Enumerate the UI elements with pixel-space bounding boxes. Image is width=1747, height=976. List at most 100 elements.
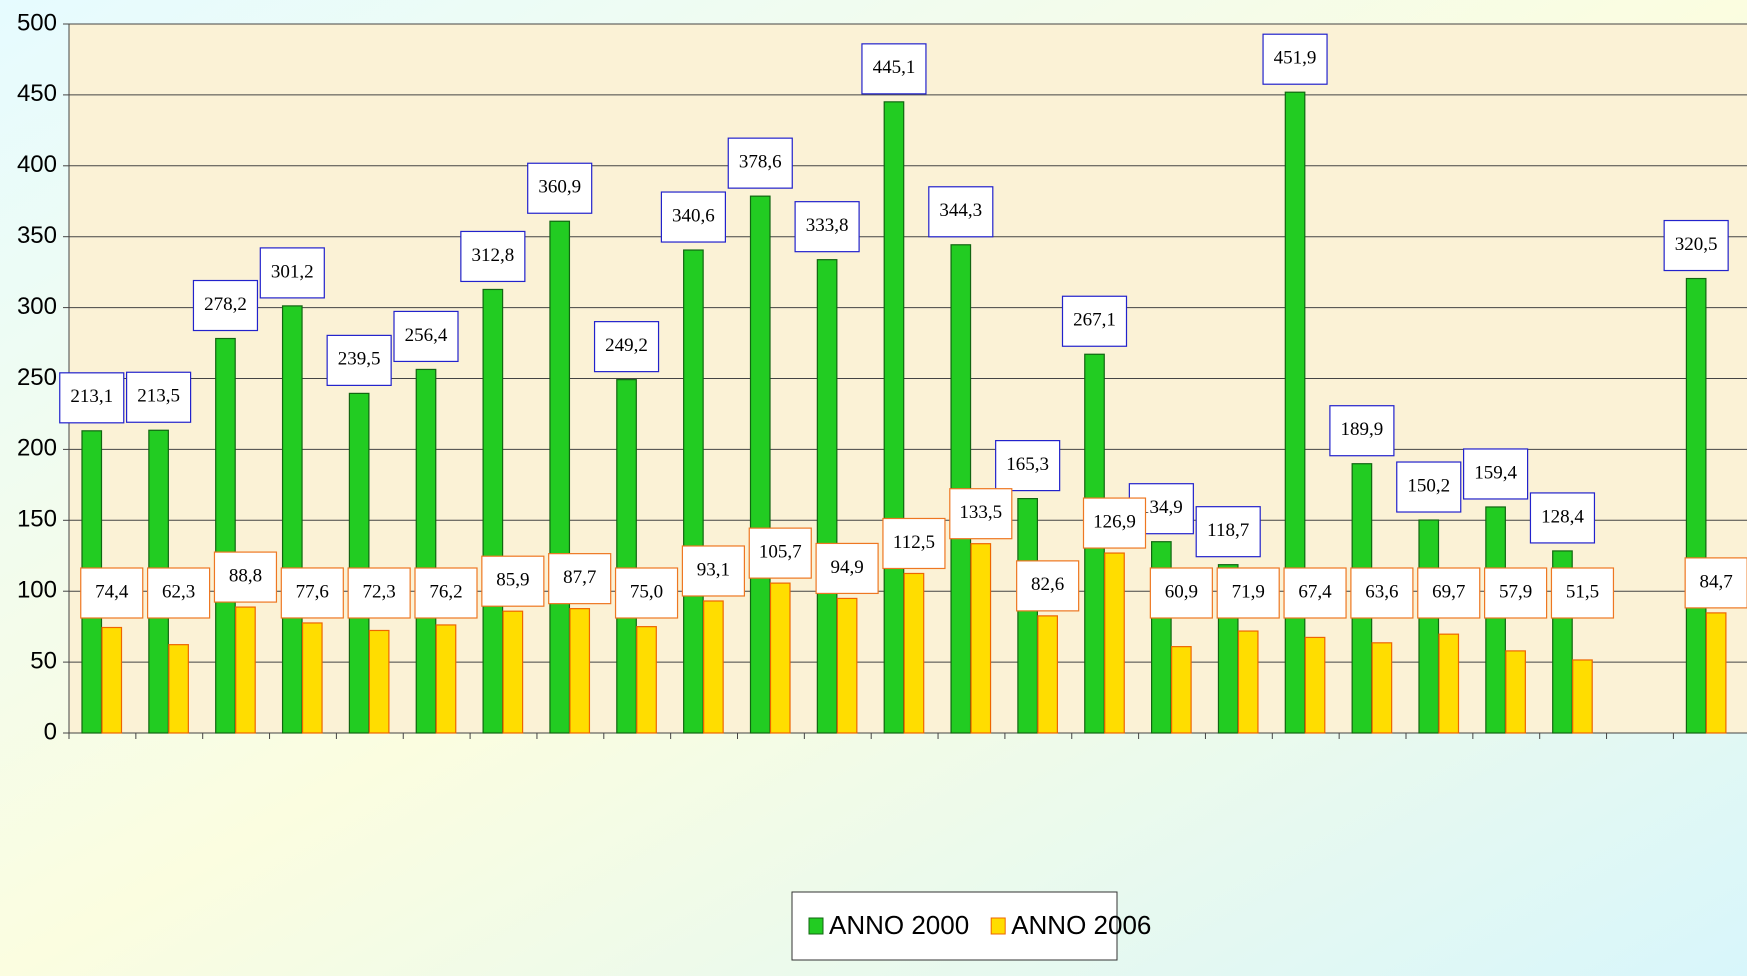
value-label-box <box>928 186 994 238</box>
y-tick-label: 0 <box>44 718 57 745</box>
value-label-box <box>1529 492 1596 544</box>
value-label-box <box>1061 295 1128 347</box>
value-label-box <box>548 553 612 605</box>
value-label: 118,7 <box>1207 520 1249 541</box>
value-label-box <box>1195 506 1261 558</box>
bar <box>970 543 992 734</box>
value-label-box <box>861 43 927 95</box>
value-label: 94,9 <box>830 557 863 578</box>
value-label-box <box>192 279 259 332</box>
bar <box>1104 552 1125 734</box>
value-label: 360,9 <box>538 177 581 198</box>
value-label-box <box>794 201 860 253</box>
value-label-box <box>949 488 1013 540</box>
bar <box>235 606 256 734</box>
value-label-box <box>815 542 879 595</box>
bar <box>1418 519 1440 734</box>
bar <box>769 582 791 734</box>
value-label-box <box>1329 405 1395 457</box>
bar <box>281 305 303 734</box>
value-label: 134,9 <box>1140 497 1183 518</box>
value-label: 249,2 <box>605 335 648 356</box>
value-label-box <box>259 247 325 299</box>
value-label: 301,2 <box>271 261 314 282</box>
bar <box>749 195 771 734</box>
value-label-box <box>1350 567 1414 619</box>
value-label-box <box>326 334 392 386</box>
value-label: 69,7 <box>1432 581 1465 602</box>
value-label-box <box>995 440 1061 492</box>
value-label-box <box>593 321 660 373</box>
value-label-box <box>147 567 211 619</box>
value-label: 159,4 <box>1474 462 1517 483</box>
value-label: 57,9 <box>1499 581 1532 602</box>
value-label-box <box>748 527 812 579</box>
value-label-box <box>1684 557 1747 609</box>
value-label: 344,3 <box>939 200 982 221</box>
bar <box>816 259 838 734</box>
bar <box>836 597 858 734</box>
value-label: 85,9 <box>496 570 529 591</box>
bar <box>1505 650 1526 734</box>
bar <box>1304 636 1326 734</box>
value-label: 189,9 <box>1341 419 1384 440</box>
bar <box>1685 277 1707 734</box>
legend-box <box>791 891 1118 961</box>
value-label: 60,9 <box>1165 581 1198 602</box>
bar <box>703 600 724 734</box>
value-label-box <box>393 310 459 363</box>
bar <box>683 249 704 734</box>
value-label: 333,8 <box>806 215 849 236</box>
value-label: 71,9 <box>1232 581 1265 602</box>
value-label-box <box>1149 567 1213 619</box>
value-label: 312,8 <box>471 245 514 266</box>
value-label: 63,6 <box>1365 581 1398 602</box>
value-label: 445,1 <box>873 57 916 78</box>
value-label: 88,8 <box>229 565 262 586</box>
value-label: 165,3 <box>1006 454 1049 475</box>
value-label-box <box>1550 567 1615 619</box>
y-tick-label: 350 <box>17 222 57 249</box>
legend-label: ANNO 2000 <box>829 910 969 940</box>
bar <box>636 626 657 734</box>
value-label: 72,3 <box>363 581 396 602</box>
value-label: 112,5 <box>893 532 935 553</box>
bar <box>1371 642 1393 734</box>
value-label: 128,4 <box>1541 506 1584 527</box>
value-label-box <box>1462 448 1529 500</box>
value-label: 340,6 <box>672 205 715 226</box>
value-label-box <box>1216 567 1280 619</box>
value-label-box <box>882 517 946 570</box>
value-label: 451,9 <box>1274 48 1317 69</box>
value-label-box <box>1016 560 1080 612</box>
bar <box>569 608 591 734</box>
bar <box>616 379 637 734</box>
bar <box>549 220 571 734</box>
value-label-box <box>1283 567 1347 619</box>
value-label: 378,6 <box>739 152 782 173</box>
value-label-box <box>481 555 545 607</box>
value-label-box <box>80 567 144 619</box>
bar <box>435 624 457 734</box>
bar <box>348 392 370 734</box>
value-label-box <box>59 372 125 424</box>
value-label-box <box>527 162 593 214</box>
bar <box>1017 498 1039 734</box>
value-label: 213,1 <box>70 386 113 407</box>
y-tick-label: 50 <box>30 647 57 674</box>
value-label: 126,9 <box>1093 511 1136 532</box>
value-label: 239,5 <box>338 349 381 370</box>
bar <box>215 337 236 734</box>
bar <box>301 622 323 734</box>
value-label-box <box>727 137 793 189</box>
y-tick-label: 200 <box>17 435 57 462</box>
value-label-box <box>1396 461 1462 513</box>
value-label: 67,4 <box>1298 581 1332 602</box>
bar <box>482 288 504 734</box>
bar <box>368 629 390 734</box>
value-label: 77,6 <box>296 581 329 602</box>
value-label-box <box>1262 33 1328 85</box>
value-label: 105,7 <box>759 541 802 562</box>
bar <box>1438 633 1460 734</box>
bar <box>1284 91 1306 734</box>
